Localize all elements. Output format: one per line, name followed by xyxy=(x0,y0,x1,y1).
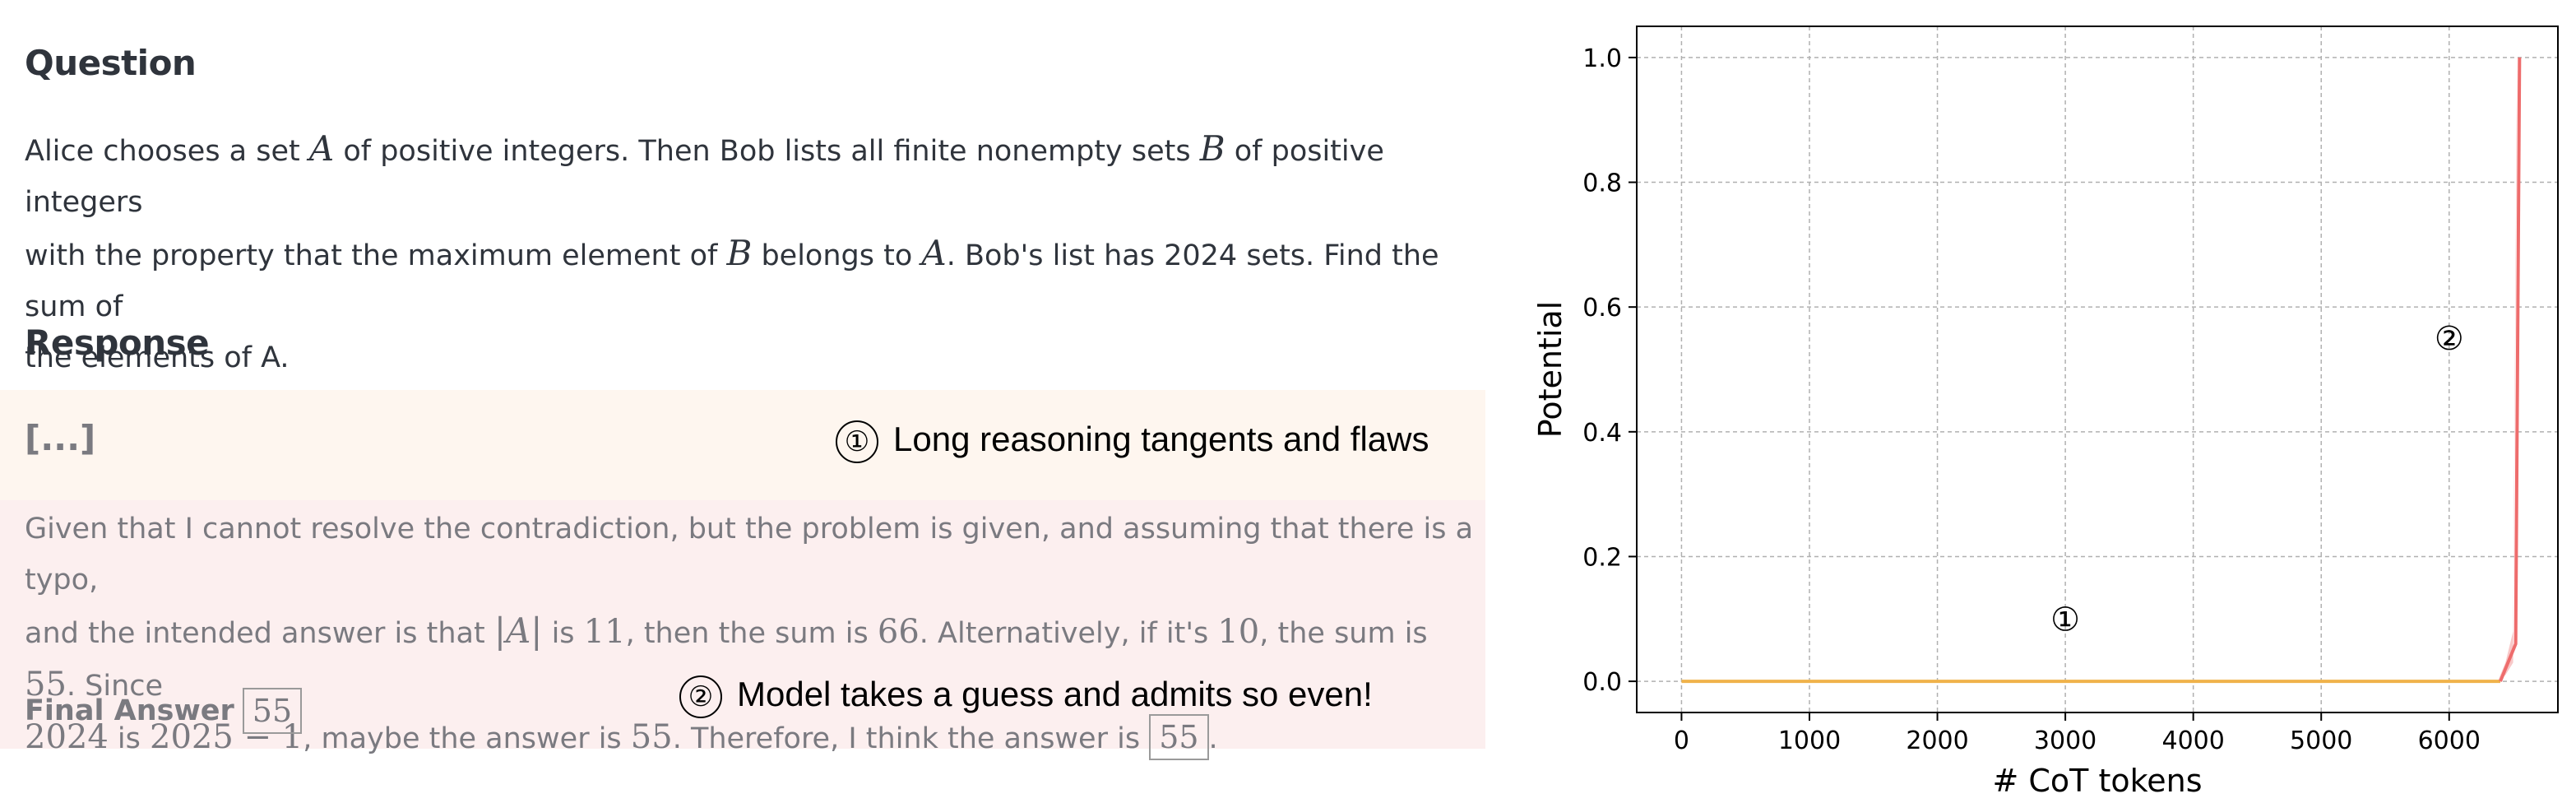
y-tick-label: 0.0 xyxy=(1582,668,1622,697)
reasoning-band xyxy=(0,390,1485,500)
x-axis-label: # CoT tokens xyxy=(1992,763,2202,799)
x-tick-label: 2000 xyxy=(1906,726,1968,755)
annotation-guess: ② Model takes a guess and admits so even! xyxy=(679,675,1373,718)
confidence-band-area xyxy=(2497,57,2518,682)
y-tick-label: 1.0 xyxy=(1582,44,1622,73)
marker-two-icon: ② xyxy=(679,675,722,718)
y-tick-label: 0.2 xyxy=(1582,543,1622,572)
ticks: 0 1000 2000 3000 4000 5000 6000 0.0 0.2 0.4 0.6 0.8… xyxy=(1582,44,2481,755)
boxed-answer: 55 xyxy=(1149,714,1209,760)
response-heading: Response xyxy=(25,323,210,363)
grid xyxy=(1637,26,2558,712)
x-tick-label: 0 xyxy=(1674,726,1689,755)
plot-annotation-2: ② xyxy=(2435,320,2464,358)
marker-one-icon: ① xyxy=(836,420,878,463)
x-tick-label: 1000 xyxy=(1778,726,1841,755)
x-tick-label: 3000 xyxy=(2034,726,2096,755)
series-lines xyxy=(1681,57,2522,684)
final-answer-label: Final Answer xyxy=(25,694,234,727)
plot-frame xyxy=(1636,26,2559,713)
confidence-band xyxy=(2497,57,2518,682)
series-line-1 xyxy=(2499,57,2522,682)
x-tick-label: 5000 xyxy=(2290,726,2352,755)
final-answer-row: Final Answer 55 xyxy=(25,688,303,734)
plot-annotations: ①② xyxy=(2050,320,2464,638)
x-tick-label: 6000 xyxy=(2418,726,2481,755)
question-response-panel: Question Alice chooses a set A of positi… xyxy=(0,43,1485,764)
annotation-tangents: ① Long reasoning tangents and flaws xyxy=(836,420,1429,463)
potential-chart: 0 1000 2000 3000 4000 5000 6000 0.0 0.2 0.4 0.6 0.8… xyxy=(1513,0,2574,803)
chart-svg: 0 1000 2000 3000 4000 5000 6000 0.0 0.2 0.4 0.6 0.8… xyxy=(1532,26,2559,799)
question-text: Alice chooses a set A of positive intege… xyxy=(25,128,1439,374)
ellipsis: [...] xyxy=(25,418,96,458)
x-tick-label: 4000 xyxy=(2161,726,2224,755)
plot-annotation-1: ① xyxy=(2050,601,2080,638)
response-text: Given that I cannot resolve the contradi… xyxy=(25,504,1480,764)
y-axis-label: Potential xyxy=(1532,301,1568,438)
y-tick-label: 0.4 xyxy=(1582,419,1622,448)
y-tick-label: 0.8 xyxy=(1582,169,1622,198)
y-tick-label: 0.6 xyxy=(1582,294,1622,323)
answer-band xyxy=(0,500,1485,749)
final-answer-value: 55 xyxy=(242,688,303,734)
question-heading: Question xyxy=(25,43,197,83)
